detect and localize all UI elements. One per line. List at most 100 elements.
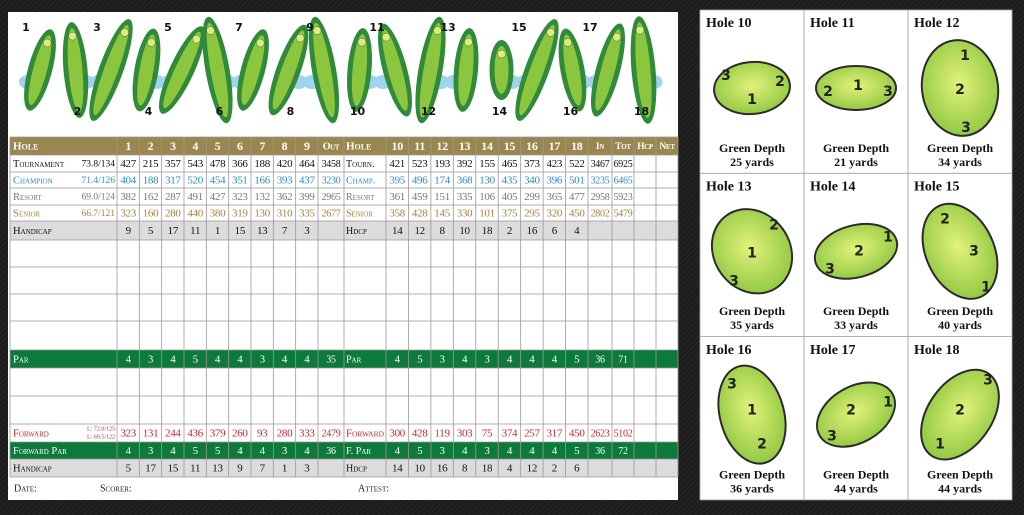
cell-text: 317 — [547, 428, 563, 440]
row-label: Forward — [13, 428, 49, 439]
cell-text: 5 — [417, 354, 423, 366]
cell-text: 3 — [170, 139, 176, 153]
cell-text: 14 — [392, 225, 403, 237]
cell-text: 280 — [165, 208, 181, 220]
green — [192, 34, 201, 44]
cell-text: 12 — [436, 139, 448, 153]
cell-text: 357 — [165, 158, 181, 170]
cell-text: 75 — [482, 428, 493, 440]
green-depth-label: Green Depth — [823, 141, 889, 155]
cell-text: 4 — [282, 354, 288, 366]
cell-text: 215 — [143, 158, 159, 170]
cell-text: 3235 — [591, 175, 610, 186]
footer-label: Date: — [14, 483, 37, 494]
green-shape — [920, 368, 1000, 461]
row-label: Champion — [13, 175, 53, 186]
cell-text: 160 — [143, 208, 159, 220]
hole-number: 15 — [511, 21, 526, 34]
green — [147, 38, 156, 47]
cell-text: 4 — [529, 354, 535, 366]
pin-number: 1 — [960, 48, 970, 64]
cell-text: 437 — [299, 175, 315, 187]
cell-text: 130 — [479, 175, 495, 187]
cell-text: 5 — [148, 225, 154, 237]
cell-text: 15 — [168, 463, 179, 475]
cell-text: 3458 — [322, 159, 341, 170]
cell-text: 3 — [304, 463, 310, 475]
fairway — [206, 22, 229, 118]
cell-text: 543 — [187, 158, 203, 170]
pin-number: 2 — [955, 82, 965, 98]
cell-text: 310 — [277, 208, 293, 220]
row-label: Hole — [13, 141, 38, 153]
fairway — [137, 34, 156, 106]
row-label: Hole — [346, 141, 371, 153]
pin-number: 2 — [955, 403, 965, 419]
hole-number: 13 — [440, 21, 455, 34]
green — [497, 49, 506, 59]
cell-text: 13 — [257, 225, 268, 237]
footer-label: Attest: — [358, 483, 389, 494]
row-label: Hdcp — [346, 463, 367, 474]
green-depth-label: Green Depth — [719, 304, 785, 318]
green-depth: 44 yards — [834, 481, 878, 495]
cell-text: 395 — [389, 175, 405, 187]
green — [357, 37, 367, 47]
cell-text: 4 — [126, 445, 132, 457]
cell-text: 440 — [187, 208, 203, 220]
cell-text: 18 — [482, 463, 493, 475]
cell-text: 4 — [170, 354, 176, 366]
cell-text: 520 — [187, 175, 203, 187]
cell-text: 5 — [574, 445, 580, 457]
cell-text: 5 — [215, 139, 221, 153]
cell-text: 3 — [304, 225, 310, 237]
cell-text: 4 — [304, 445, 310, 457]
rating: 71.4/126 — [81, 176, 115, 186]
cell-text: 4 — [304, 354, 310, 366]
cell-text: 3467 — [591, 159, 610, 170]
cell-text: 18 — [571, 139, 583, 153]
cell-text: 8 — [282, 139, 288, 153]
hole-number: 5 — [164, 21, 172, 34]
cell-text: 303 — [457, 428, 473, 440]
cell-text: 523 — [412, 158, 428, 170]
cell-text: 478 — [210, 158, 226, 170]
fairway — [519, 24, 555, 116]
cell-text: 36 — [326, 446, 336, 457]
green-title: Hole 17 — [810, 343, 856, 358]
cell-text: 11 — [190, 225, 200, 237]
cell-text: 6 — [552, 225, 558, 237]
cell-text: 450 — [569, 208, 585, 220]
cell-text: 4 — [395, 445, 401, 457]
cell-text: 2479 — [322, 428, 341, 439]
cell-text: 4 — [507, 463, 513, 475]
row-label: Par — [13, 354, 29, 365]
hole-number: 17 — [582, 21, 597, 34]
hole-number: 11 — [369, 21, 384, 34]
row-label: Champ. — [346, 175, 375, 186]
cell-text: 15 — [235, 225, 246, 237]
cell-text: 9 — [237, 463, 243, 475]
fairway — [419, 22, 442, 118]
cell-text: 12 — [414, 225, 424, 237]
row-label: Resort — [346, 192, 375, 203]
cell-text: 4 — [529, 445, 535, 457]
cell-text: 5 — [193, 445, 199, 457]
green-depth: 35 yards — [730, 318, 774, 332]
cell-text: 392 — [457, 158, 473, 170]
cell-text: 16 — [527, 225, 538, 237]
green — [612, 32, 622, 42]
pin-number: 2 — [823, 84, 833, 100]
cell-text: 330 — [457, 208, 473, 220]
pin-number: 3 — [883, 84, 893, 100]
pin-number: 2 — [854, 243, 864, 259]
hole-number: 6 — [216, 105, 224, 118]
pin-number: 1 — [883, 395, 893, 411]
cell-text: 3 — [440, 354, 446, 366]
cell-text: Tot — [615, 142, 631, 152]
green-shape — [815, 65, 897, 111]
fairway — [28, 35, 52, 105]
green — [563, 38, 572, 47]
cell-text: 3 — [484, 354, 490, 366]
cell-text: 13 — [212, 463, 223, 475]
